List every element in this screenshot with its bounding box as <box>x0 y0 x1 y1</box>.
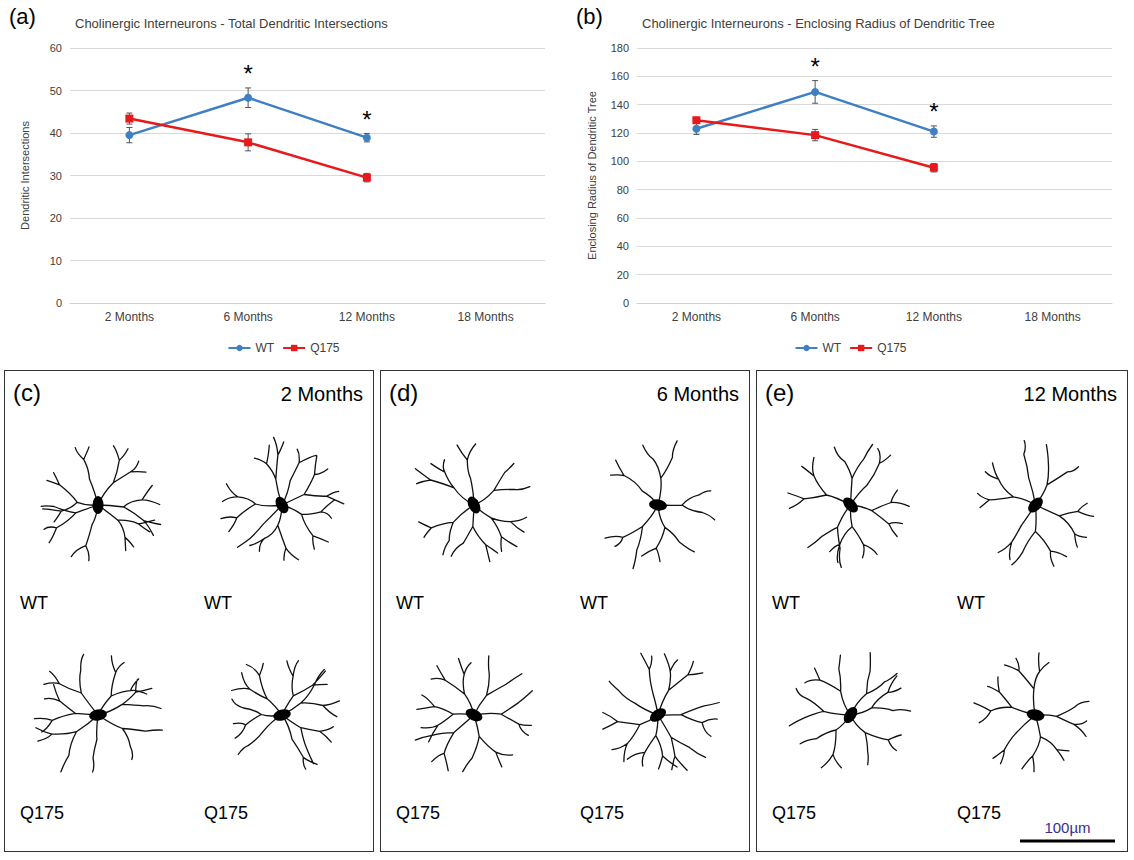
svg-text:WT: WT <box>580 593 608 613</box>
svg-text:WT: WT <box>772 593 800 613</box>
svg-text:40: 40 <box>50 127 62 139</box>
svg-text:(b): (b) <box>576 4 603 29</box>
svg-text:*: * <box>243 60 252 87</box>
svg-text:6 Months: 6 Months <box>223 310 272 324</box>
svg-text:12 Months: 12 Months <box>339 310 395 324</box>
svg-text:10: 10 <box>50 255 62 267</box>
svg-text:60: 60 <box>617 212 629 224</box>
svg-text:Q175: Q175 <box>772 803 816 823</box>
svg-text:Cholinergic Interneurons - Tot: Cholinergic Interneurons - Total Dendrit… <box>75 16 388 31</box>
svg-text:*: * <box>362 106 371 133</box>
svg-text:20: 20 <box>617 269 629 281</box>
svg-text:30: 30 <box>50 170 62 182</box>
svg-text:Q175: Q175 <box>20 803 64 823</box>
svg-text:12 Months: 12 Months <box>906 310 962 324</box>
svg-text:*: * <box>810 53 819 80</box>
svg-text:*: * <box>929 98 938 125</box>
svg-text:18 Months: 18 Months <box>458 310 514 324</box>
svg-text:2 Months: 2 Months <box>281 383 363 405</box>
svg-text:40: 40 <box>617 240 629 252</box>
svg-text:Dendritic Intersections: Dendritic Intersections <box>19 121 31 230</box>
svg-text:WT: WT <box>822 341 841 355</box>
svg-text:6 Months: 6 Months <box>790 310 839 324</box>
svg-text:Q175: Q175 <box>957 803 1001 823</box>
svg-text:180: 180 <box>611 42 629 54</box>
svg-text:50: 50 <box>50 85 62 97</box>
svg-text:160: 160 <box>611 70 629 82</box>
svg-text:100µm: 100µm <box>1044 819 1090 836</box>
svg-text:(e): (e) <box>765 379 794 406</box>
svg-text:0: 0 <box>56 297 62 309</box>
svg-text:18 Months: 18 Months <box>1025 310 1081 324</box>
svg-text:2 Months: 2 Months <box>105 310 154 324</box>
svg-text:WT: WT <box>204 593 232 613</box>
svg-text:Cholinergic Interneurons - Enc: Cholinergic Interneurons - Enclosing Rad… <box>642 16 995 31</box>
svg-text:(a): (a) <box>9 4 36 29</box>
svg-text:120: 120 <box>611 127 629 139</box>
svg-text:60: 60 <box>50 42 62 54</box>
svg-text:Q175: Q175 <box>580 803 624 823</box>
svg-text:12 Months: 12 Months <box>1024 383 1117 405</box>
svg-text:100: 100 <box>611 155 629 167</box>
svg-text:(d): (d) <box>389 379 418 406</box>
svg-text:Q175: Q175 <box>204 803 248 823</box>
svg-text:WT: WT <box>396 593 424 613</box>
svg-text:WT: WT <box>255 341 274 355</box>
svg-text:Q175: Q175 <box>877 341 907 355</box>
svg-text:20: 20 <box>50 212 62 224</box>
svg-text:2 Months: 2 Months <box>672 310 721 324</box>
svg-text:80: 80 <box>617 184 629 196</box>
svg-text:Q175: Q175 <box>310 341 340 355</box>
svg-text:Q175: Q175 <box>396 803 440 823</box>
svg-text:140: 140 <box>611 99 629 111</box>
svg-text:(c): (c) <box>13 379 41 406</box>
svg-text:0: 0 <box>623 297 629 309</box>
svg-text:Enclosing Radius of Dendritic: Enclosing Radius of Dendritic Tree <box>586 91 598 260</box>
svg-text:WT: WT <box>957 593 985 613</box>
svg-text:6 Months: 6 Months <box>657 383 739 405</box>
svg-text:WT: WT <box>20 593 48 613</box>
